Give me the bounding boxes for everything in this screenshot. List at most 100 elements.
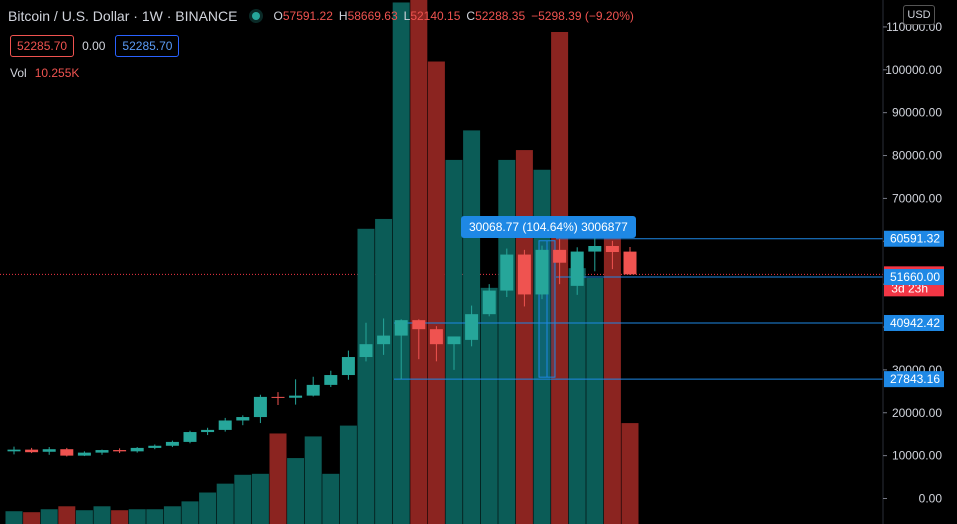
symbol-title[interactable]: Bitcoin / U.S. Dollar · 1W · BINANCE (8, 8, 238, 24)
candle-body[interactable] (306, 384, 320, 396)
price-tag (884, 371, 944, 388)
candle-body[interactable] (25, 449, 39, 453)
trade-row: 52285.70 0.00 52285.70 (10, 35, 187, 57)
candle-body[interactable] (394, 320, 408, 336)
volume-bar (23, 512, 41, 524)
high-value: 58669.63 (347, 9, 398, 23)
candle-body[interactable] (148, 445, 162, 448)
candle-body[interactable] (165, 441, 179, 446)
volume-bar (251, 473, 269, 524)
axis-tick-label: 70000.00 (892, 191, 942, 205)
axis-tick-label: 100000.00 (885, 63, 942, 77)
candle-body[interactable] (236, 417, 250, 421)
axis-tick-label: 20000.00 (892, 406, 942, 420)
volume-bar (480, 287, 498, 524)
candle-body[interactable] (183, 432, 197, 442)
open-label: O (273, 9, 283, 23)
volume-legend: Vol 10.255K (10, 66, 79, 80)
volume-bar (357, 228, 375, 524)
volume-bar (498, 159, 516, 524)
price-tag (884, 269, 944, 286)
measure-label: 30068.77 (104.64%) 3006877 (461, 216, 636, 238)
volume-bar (322, 473, 340, 524)
buy-button[interactable]: 52285.70 (115, 35, 180, 57)
volume-bar (568, 268, 586, 524)
candle-body[interactable] (341, 357, 355, 376)
candle-body[interactable] (517, 254, 531, 295)
volume-bar (410, 0, 428, 524)
low-label: L (403, 9, 411, 23)
axis-tick-label: 0.00 (919, 492, 943, 506)
high-label: H (338, 9, 348, 23)
candle-body[interactable] (95, 450, 109, 453)
candle-body[interactable] (253, 396, 267, 418)
price-tags: 60591.3252288.353d 23h51660.0040942.4227… (884, 230, 944, 388)
candle-body[interactable] (113, 450, 127, 452)
candle-body[interactable] (359, 344, 373, 358)
candle-body[interactable] (218, 420, 232, 430)
candle-body[interactable] (623, 251, 637, 275)
market-status-icon (251, 12, 260, 20)
candle-body[interactable] (271, 396, 285, 398)
candle-body[interactable] (60, 449, 74, 456)
change-value: −5298.39 (−9.20%) (531, 9, 634, 23)
price-tag-label: 27843.16 (890, 372, 940, 386)
candle-body[interactable] (482, 290, 496, 315)
volume-bar (163, 506, 181, 524)
candle-body[interactable] (201, 429, 215, 433)
candle-body[interactable] (535, 249, 549, 295)
candle-body[interactable] (570, 251, 584, 286)
open-value: 57591.22 (282, 9, 333, 23)
candle-body[interactable] (553, 249, 567, 263)
volume-bar (128, 509, 146, 524)
price-axis: 110000.00100000.0090000.0080000.0070000.… (883, 20, 942, 506)
volume-value: 10.255K (34, 66, 80, 80)
spread-value: 0.00 (82, 39, 106, 53)
close-label: C (466, 9, 476, 23)
price-tag-label: 60591.32 (890, 232, 940, 246)
volume-bar (5, 511, 23, 524)
volume-bar (304, 436, 322, 524)
volume-bar (199, 492, 217, 524)
volume-bar (427, 61, 445, 524)
volume-label[interactable]: Vol (10, 66, 27, 80)
axis-tick-label: 10000.00 (892, 449, 942, 463)
candle-body[interactable] (130, 447, 144, 452)
volume-bar (58, 506, 76, 524)
sell-button[interactable]: 52285.70 (10, 35, 75, 57)
axis-tick-label: 80000.00 (892, 149, 942, 163)
candle-body[interactable] (447, 336, 461, 345)
volume-bar (603, 218, 621, 524)
price-tag (884, 230, 944, 247)
candle-body[interactable] (377, 335, 391, 345)
candle-body[interactable] (605, 245, 619, 252)
candle-body[interactable] (429, 329, 443, 345)
candle-body[interactable] (42, 449, 56, 452)
volume-bar (515, 150, 533, 524)
volume-bar (339, 425, 357, 524)
volume-bar (269, 433, 287, 524)
volume-bar (287, 458, 305, 524)
price-tag-label: 40942.42 (890, 316, 940, 330)
volume-bar (181, 501, 199, 524)
candle-body[interactable] (7, 449, 21, 452)
legend-header: Bitcoin / U.S. Dollar · 1W · BINANCE O 5… (8, 8, 640, 24)
candle-body[interactable] (465, 314, 479, 340)
candle-body[interactable] (412, 320, 426, 330)
volume-bar (111, 510, 129, 524)
candle-body[interactable] (588, 245, 602, 252)
candle-body[interactable] (324, 375, 338, 385)
currency-button[interactable]: USD (903, 5, 935, 25)
candle-body[interactable] (500, 254, 514, 291)
volume-bar (586, 278, 604, 524)
price-tag-label: 51660.00 (890, 270, 940, 284)
candlesticks (7, 233, 637, 457)
volume-bar (40, 509, 58, 524)
candle-body[interactable] (77, 452, 91, 456)
low-value: 52140.15 (410, 9, 461, 23)
candle-body[interactable] (289, 395, 303, 398)
volume-bar (375, 218, 393, 524)
price-tag (884, 314, 944, 331)
volume-bar (392, 2, 410, 524)
